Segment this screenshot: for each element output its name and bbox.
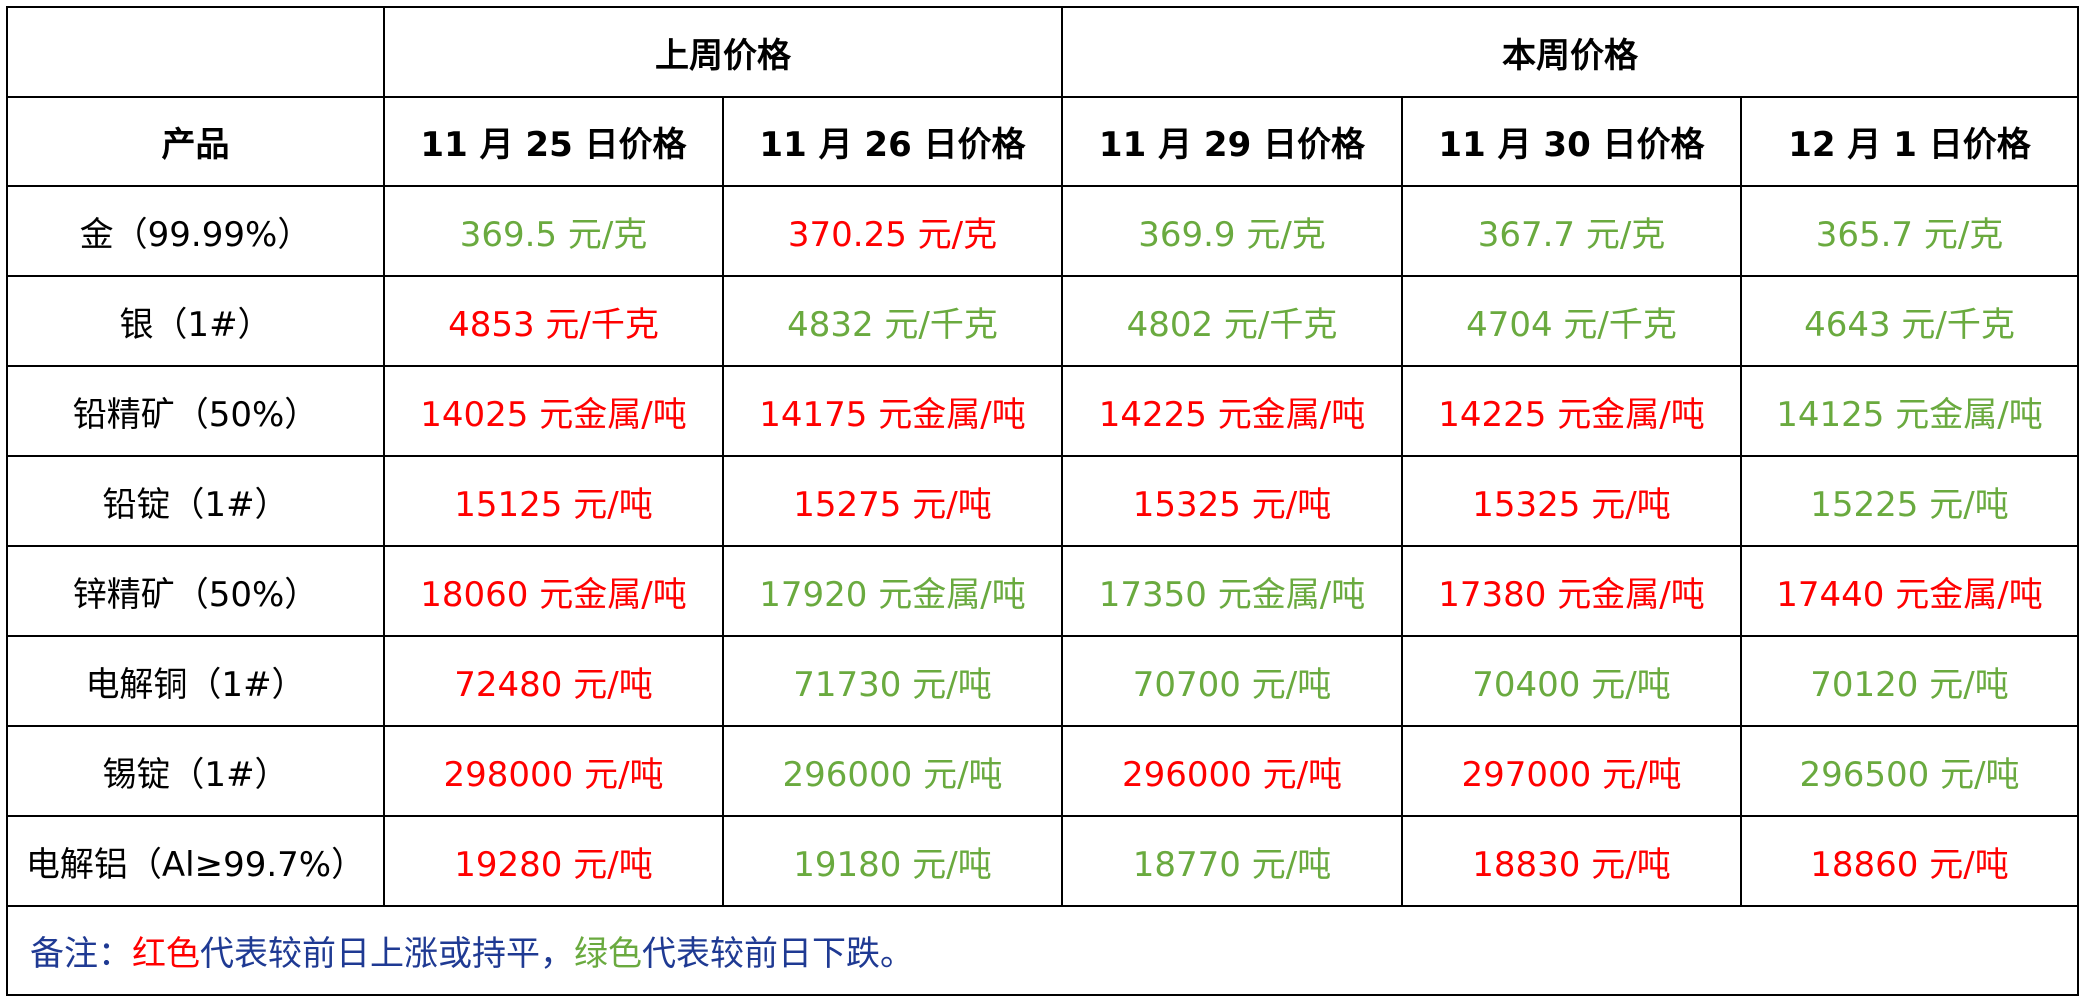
data-row: 电解铝（Al≥99.7%） 19280 元/吨 19180 元/吨 18770 元/吨… <box>6 815 2079 907</box>
group-header: 本周价格 <box>1061 6 2079 98</box>
note-segment: 代表较前日上涨或持平， <box>200 934 574 974</box>
data-row: 锡锭（1#） 298000 元/吨 296000 元/吨 296000 元/吨 2970… <box>6 725 2079 817</box>
price-cell: 365.7 元/克 <box>1740 185 2079 277</box>
price-cell: 17380 元金属/吨 <box>1401 545 1742 637</box>
note-segment: 红色 <box>132 934 200 974</box>
data-row: 锌精矿（50%） 18060 元金属/吨 17920 元金属/吨 17350 元金属/… <box>6 545 2079 637</box>
table-body: 上周价格 本周价格 产品 11 月 25 日价格 11 月 26 日价格 11 月 29 … <box>6 6 2079 996</box>
price-cell: 369.9 元/克 <box>1061 185 1403 277</box>
price-cell: 17350 元金属/吨 <box>1061 545 1403 637</box>
price-cell: 296000 元/吨 <box>1061 725 1403 817</box>
price-cell: 72480 元/吨 <box>383 635 724 727</box>
price-cell: 70120 元/吨 <box>1740 635 2079 727</box>
price-cell: 4643 元/千克 <box>1740 275 2079 367</box>
product-header: 产品 <box>6 96 385 187</box>
product-cell: 银（1#） <box>6 275 385 367</box>
price-cell: 71730 元/吨 <box>722 635 1063 727</box>
note-segment: 代表较前日下跌。 <box>642 934 914 974</box>
date-header: 12 月 1 日价格 <box>1740 96 2079 187</box>
price-cell: 4704 元/千克 <box>1401 275 1742 367</box>
price-cell: 19280 元/吨 <box>383 815 724 907</box>
column-header-row: 产品 11 月 25 日价格 11 月 26 日价格 11 月 29 日价格 11 月 … <box>6 96 2079 187</box>
price-cell: 14225 元金属/吨 <box>1061 365 1403 457</box>
group-header: 上周价格 <box>383 6 1063 98</box>
price-cell: 15325 元/吨 <box>1061 455 1403 547</box>
price-cell: 14225 元金属/吨 <box>1401 365 1742 457</box>
note-row: 备注：红色代表较前日上涨或持平，绿色代表较前日下跌。 <box>6 905 2079 996</box>
product-cell: 金（99.99%） <box>6 185 385 277</box>
note-segment: 备注： <box>30 934 132 974</box>
product-cell: 电解铜（1#） <box>6 635 385 727</box>
date-header: 11 月 30 日价格 <box>1401 96 1742 187</box>
date-header: 11 月 29 日价格 <box>1061 96 1403 187</box>
data-row: 铅精矿（50%） 14025 元金属/吨 14175 元金属/吨 14225 元金属/… <box>6 365 2079 457</box>
price-cell: 15125 元/吨 <box>383 455 724 547</box>
table-container: 上周价格 本周价格 产品 11 月 25 日价格 11 月 26 日价格 11 月 29 … <box>6 6 2079 996</box>
price-cell: 17920 元金属/吨 <box>722 545 1063 637</box>
product-cell: 锌精矿（50%） <box>6 545 385 637</box>
note-cell: 备注：红色代表较前日上涨或持平，绿色代表较前日下跌。 <box>6 905 2079 996</box>
price-cell: 70400 元/吨 <box>1401 635 1742 727</box>
data-row: 铅锭（1#） 15125 元/吨 15275 元/吨 15325 元/吨 15325 元… <box>6 455 2079 547</box>
product-cell: 铅锭（1#） <box>6 455 385 547</box>
price-cell: 18770 元/吨 <box>1061 815 1403 907</box>
price-cell: 14025 元金属/吨 <box>383 365 724 457</box>
price-cell: 4832 元/千克 <box>722 275 1063 367</box>
data-row: 金（99.99%） 369.5 元/克 370.25 元/克 369.9 元/克 367… <box>6 185 2079 277</box>
price-cell: 367.7 元/克 <box>1401 185 1742 277</box>
price-cell: 18860 元/吨 <box>1740 815 2079 907</box>
price-cell: 15225 元/吨 <box>1740 455 2079 547</box>
date-header: 11 月 26 日价格 <box>722 96 1063 187</box>
price-cell: 298000 元/吨 <box>383 725 724 817</box>
corner-cell <box>6 6 385 98</box>
price-cell: 296500 元/吨 <box>1740 725 2079 817</box>
price-cell: 15275 元/吨 <box>722 455 1063 547</box>
product-cell: 铅精矿（50%） <box>6 365 385 457</box>
price-cell: 297000 元/吨 <box>1401 725 1742 817</box>
price-cell: 4853 元/千克 <box>383 275 724 367</box>
price-cell: 369.5 元/克 <box>383 185 724 277</box>
note-segment: 绿色 <box>574 934 642 974</box>
price-cell: 17440 元金属/吨 <box>1740 545 2079 637</box>
date-header: 11 月 25 日价格 <box>383 96 724 187</box>
price-cell: 70700 元/吨 <box>1061 635 1403 727</box>
price-cell: 19180 元/吨 <box>722 815 1063 907</box>
price-cell: 18060 元金属/吨 <box>383 545 724 637</box>
price-cell: 296000 元/吨 <box>722 725 1063 817</box>
product-cell: 电解铝（Al≥99.7%） <box>6 815 385 907</box>
price-cell: 18830 元/吨 <box>1401 815 1742 907</box>
price-cell: 15325 元/吨 <box>1401 455 1742 547</box>
data-row: 电解铜（1#） 72480 元/吨 71730 元/吨 70700 元/吨 70400 … <box>6 635 2079 727</box>
group-header-row: 上周价格 本周价格 <box>6 6 2079 98</box>
price-cell: 4802 元/千克 <box>1061 275 1403 367</box>
price-cell: 14125 元金属/吨 <box>1740 365 2079 457</box>
product-cell: 锡锭（1#） <box>6 725 385 817</box>
price-cell: 14175 元金属/吨 <box>722 365 1063 457</box>
price-cell: 370.25 元/克 <box>722 185 1063 277</box>
price-table: 上周价格 本周价格 产品 11 月 25 日价格 11 月 26 日价格 11 月 29 … <box>6 6 2079 996</box>
data-row: 银（1#） 4853 元/千克 4832 元/千克 4802 元/千克 4704 元/千… <box>6 275 2079 367</box>
